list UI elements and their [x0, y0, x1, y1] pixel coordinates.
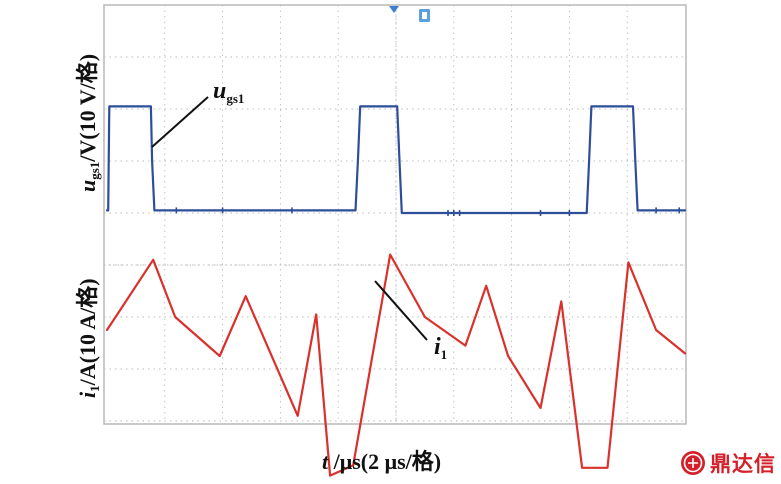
annotation-i1: i1 — [434, 334, 448, 362]
leader-ugs1 — [151, 96, 209, 148]
series-line-i1 — [105, 253, 687, 477]
plot-frame — [103, 4, 687, 425]
y-axis-label-voltage: ugs1/V(10 V/格) — [75, 53, 102, 192]
series-line-ugs1 — [105, 105, 687, 215]
watermark: 鼎达信 — [680, 449, 776, 477]
grid — [103, 4, 687, 425]
x-axis-label-time: t /μs(2 μs/格) — [322, 449, 442, 474]
annotation-leaders — [151, 96, 428, 341]
trigger-markers — [389, 6, 430, 22]
y-axis-label-current: i1/A(10 A/格) — [75, 278, 102, 398]
watermark-text: 鼎达信 — [710, 452, 776, 476]
trigger-marker-box-inner — [422, 12, 427, 19]
leader-i1 — [374, 280, 428, 341]
waveform-traces — [105, 105, 687, 477]
annotation-ugs1: ugs1 — [213, 78, 245, 106]
circle-seal-logo-icon — [681, 451, 705, 475]
trigger-marker-arrow — [389, 6, 399, 13]
